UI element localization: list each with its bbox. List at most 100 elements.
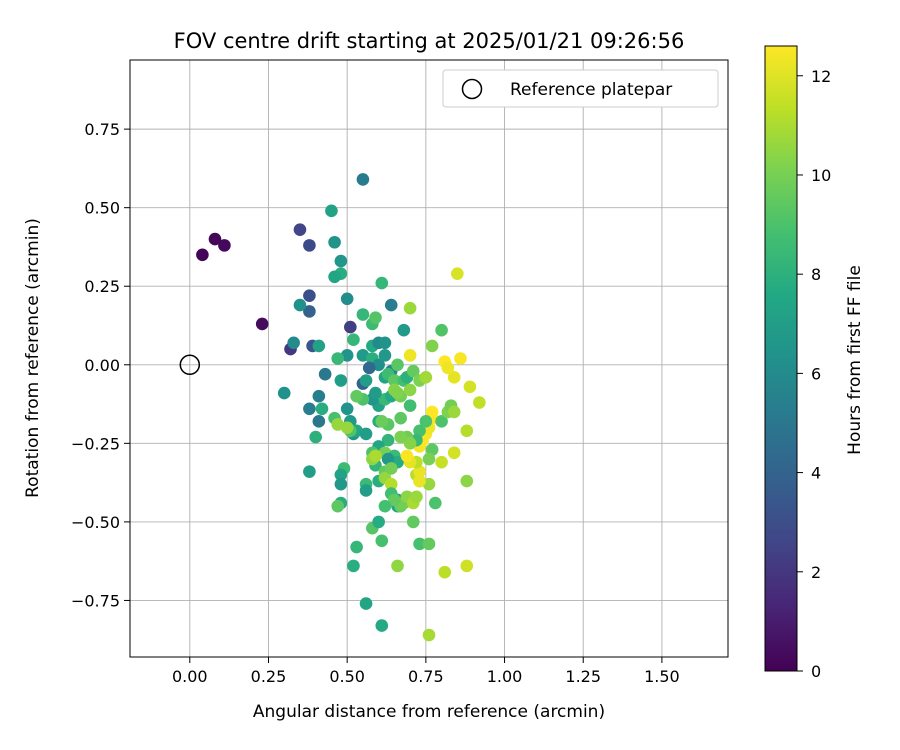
scatter-point: [381, 433, 395, 447]
x-tick-label: 1.25: [565, 667, 601, 686]
x-axis-label: Angular distance from reference (arcmin): [253, 702, 605, 722]
scatter-point: [356, 173, 370, 186]
scatter-point: [303, 305, 316, 318]
y-tick-label: 0.50: [84, 199, 120, 218]
data-points: [196, 173, 486, 642]
scatter-point: [309, 430, 322, 444]
scatter-point: [428, 496, 442, 510]
scatter-point: [312, 415, 326, 428]
scatter-point: [400, 449, 414, 463]
scatter-point: [350, 540, 363, 554]
scatter-point: [388, 374, 401, 387]
scatter-point: [378, 499, 392, 513]
y-tick-label: 0.25: [84, 277, 120, 296]
scatter-point: [403, 437, 417, 450]
x-tick-label: 0.00: [172, 667, 208, 686]
chart-title: FOV centre drift starting at 2025/01/21 …: [174, 29, 685, 53]
colorbar-label: Hours from first FF file: [845, 265, 865, 455]
colorbar-tick-label: 0: [811, 662, 821, 681]
colorbar-tick-label: 12: [811, 67, 831, 86]
scatter-point: [293, 298, 307, 312]
scatter-point: [318, 367, 332, 381]
x-ticks: 0.00 0.25 0.50 0.75 1.00 1.25 1.50: [172, 657, 680, 686]
scatter-point: [340, 292, 354, 306]
scatter-point: [328, 235, 341, 249]
scatter-point: [347, 559, 360, 573]
scatter-point: [419, 415, 433, 428]
scatter-point: [403, 349, 417, 362]
scatter-point: [391, 358, 404, 372]
scatter-point: [447, 405, 461, 419]
y-tick-label: 0.75: [84, 120, 120, 139]
scatter-point: [460, 424, 474, 438]
scatter-point: [303, 402, 316, 416]
scatter-point: [208, 232, 222, 246]
y-tick-label: −0.50: [71, 513, 120, 532]
plot-frame: [129, 59, 729, 658]
scatter-point: [340, 402, 354, 416]
y-tick-label: 0.00: [84, 356, 120, 375]
scatter-point: [344, 320, 357, 334]
scatter-point: [413, 537, 426, 551]
scatter-point: [451, 267, 464, 280]
scatter-point: [463, 380, 477, 394]
scatter-point: [375, 619, 389, 632]
x-tick-label: 0.75: [408, 667, 444, 686]
scatter-point: [413, 474, 426, 488]
scatter-point: [334, 374, 348, 387]
scatter-point: [391, 386, 404, 400]
scatter-point: [315, 402, 329, 416]
scatter-point: [350, 389, 363, 403]
scatter-point: [422, 537, 436, 551]
scatter-point: [454, 352, 467, 365]
scatter-point: [384, 477, 398, 491]
scatter-point: [403, 399, 417, 412]
scatter-point: [312, 389, 326, 403]
scatter-point: [334, 477, 348, 491]
scatter-point: [391, 559, 404, 573]
scatter-point: [378, 336, 392, 350]
colorbar-tick-label: 8: [811, 265, 821, 284]
colorbar: [764, 45, 798, 672]
scatter-point: [196, 248, 209, 262]
scatter-point: [334, 254, 348, 268]
scatter-point: [362, 361, 376, 375]
scatter-point: [422, 452, 436, 466]
scatter-point: [394, 430, 407, 444]
x-tick-label: 1.00: [487, 667, 523, 686]
scatter-point: [369, 311, 382, 324]
reference-marker-group: [179, 354, 201, 376]
scatter-point: [425, 405, 439, 419]
scatter-point: [303, 239, 316, 252]
scatter-point: [255, 317, 269, 331]
scatter-point: [410, 490, 423, 504]
scatter-point: [303, 289, 316, 302]
scatter-point: [359, 597, 373, 610]
scatter-point: [218, 239, 231, 252]
scatter-point: [460, 559, 474, 573]
scatter-point: [425, 339, 439, 353]
scatter-point: [438, 565, 452, 579]
scatter-point: [331, 352, 345, 365]
legend-label: Reference platepar: [510, 80, 672, 100]
scatter-point: [441, 361, 455, 375]
scatter-point: [359, 427, 373, 441]
scatter-point: [328, 270, 341, 284]
scatter-point: [312, 339, 326, 353]
x-tick-label: 0.50: [329, 667, 365, 686]
legend-marker-icon: [461, 78, 483, 100]
scatter-point: [384, 298, 398, 312]
scatter-point: [394, 411, 407, 425]
scatter-point: [372, 515, 385, 529]
scatter-point: [435, 323, 448, 337]
scatter-point: [303, 465, 316, 478]
scatter-point: [406, 515, 420, 529]
scatter-point: [375, 534, 389, 548]
colorbar-tick-label: 2: [811, 563, 821, 582]
scatter-point: [447, 446, 461, 460]
y-tick-label: −0.75: [71, 591, 120, 610]
scatter-point: [384, 462, 398, 475]
scatter-point: [388, 493, 401, 507]
scatter-point: [293, 223, 307, 236]
scatter-point: [334, 468, 348, 482]
